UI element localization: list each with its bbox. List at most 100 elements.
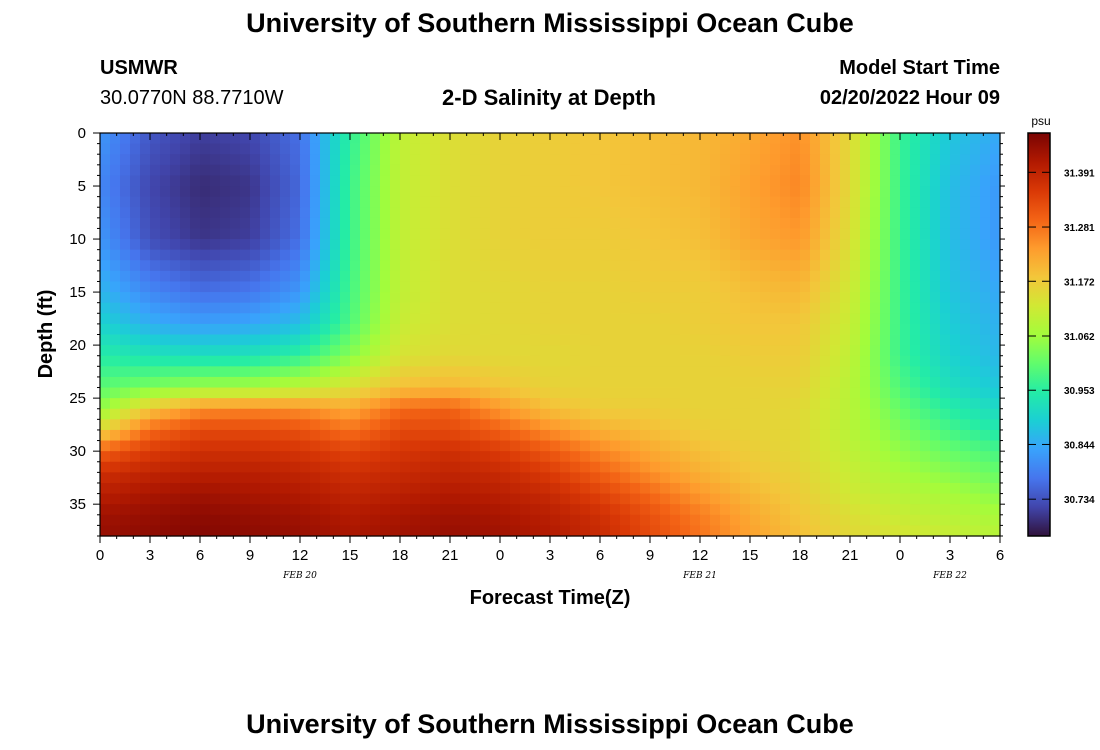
heatmap-cell <box>140 217 151 230</box>
heatmap-cell <box>110 207 121 219</box>
heatmap-cell <box>190 313 201 325</box>
heatmap-cell <box>970 239 981 251</box>
heatmap-cell <box>610 323 621 336</box>
heatmap-cell <box>950 334 961 346</box>
heatmap-cell <box>160 504 171 516</box>
heatmap-cell <box>630 164 641 177</box>
heatmap-cell <box>410 154 421 166</box>
heatmap-cell <box>160 260 171 272</box>
heatmap-cell <box>950 175 961 187</box>
heatmap-cell <box>240 260 251 272</box>
heatmap-cell <box>710 525 721 537</box>
heatmap-cell <box>430 461 441 473</box>
heatmap-cell <box>540 514 551 526</box>
heatmap-cell <box>220 398 231 410</box>
heatmap-cell <box>370 143 381 155</box>
heatmap-cell <box>420 260 431 272</box>
heatmap-cell <box>190 482 201 495</box>
heatmap-cell <box>650 440 661 452</box>
heatmap-cell <box>690 207 701 219</box>
heatmap-cell <box>830 451 841 463</box>
heatmap-cell <box>290 239 301 251</box>
heatmap-cell <box>850 260 861 272</box>
heatmap-cell <box>910 504 921 516</box>
heatmap-cell <box>980 292 991 304</box>
heatmap-cell <box>190 376 201 389</box>
heatmap-cell <box>750 270 761 283</box>
heatmap-cell <box>610 154 621 166</box>
heatmap-cell <box>670 323 681 336</box>
heatmap-cell <box>710 228 721 240</box>
heatmap-cell <box>260 228 271 240</box>
heatmap-cell <box>910 482 921 495</box>
heatmap-cell <box>600 175 611 187</box>
heatmap-cell <box>970 260 981 272</box>
heatmap-cell <box>290 419 301 431</box>
heatmap-cell <box>460 260 471 272</box>
heatmap-cell <box>530 186 541 198</box>
heatmap-cell <box>370 525 381 537</box>
heatmap-cell <box>770 514 781 526</box>
heatmap-cell <box>550 270 561 283</box>
heatmap-cell <box>630 451 641 463</box>
heatmap-cell <box>230 451 241 463</box>
heatmap-cell <box>410 228 421 240</box>
heatmap-cell <box>990 270 1001 283</box>
heatmap-cell <box>680 217 691 230</box>
heatmap-cell <box>330 239 341 251</box>
heatmap-cell <box>270 186 281 198</box>
heatmap-cell <box>880 196 891 208</box>
heatmap-cell <box>180 217 191 230</box>
heatmap-cell <box>940 525 951 537</box>
heatmap-cell <box>540 355 551 367</box>
heatmap-cell <box>900 323 911 336</box>
heatmap-cell <box>950 429 961 442</box>
heatmap-cell <box>210 292 221 304</box>
heatmap-cell <box>950 302 961 314</box>
heatmap-cell <box>780 451 791 463</box>
heatmap-cell <box>700 196 711 208</box>
heatmap-cell <box>110 355 121 367</box>
heatmap-cell <box>160 419 171 431</box>
heatmap-cell <box>650 387 661 399</box>
heatmap-cell <box>350 323 361 336</box>
heatmap-cell <box>570 419 581 431</box>
heatmap-cell <box>950 472 961 484</box>
heatmap-cell <box>230 504 241 516</box>
heatmap-cell <box>770 196 781 208</box>
heatmap-cell <box>240 143 251 155</box>
heatmap-cell <box>170 525 181 537</box>
heatmap-cell <box>140 164 151 177</box>
heatmap-cell <box>250 387 261 399</box>
heatmap-cell <box>280 408 291 420</box>
heatmap-cell <box>220 376 231 389</box>
heatmap-cell <box>500 175 511 187</box>
heatmap-cell <box>780 217 791 230</box>
heatmap-cell <box>100 514 111 526</box>
heatmap-cell <box>880 461 891 473</box>
heatmap-cell <box>930 493 941 505</box>
heatmap-cell <box>360 302 371 314</box>
heatmap-cell <box>420 175 431 187</box>
heatmap-cell <box>300 461 311 473</box>
heatmap-cell <box>840 398 851 410</box>
heatmap-cell <box>970 186 981 198</box>
heatmap-cell <box>220 334 231 346</box>
heatmap-cell <box>890 482 901 495</box>
heatmap-cell <box>330 355 341 367</box>
heatmap-cell <box>450 419 461 431</box>
heatmap-cell <box>620 133 631 145</box>
heatmap-cell <box>820 323 831 336</box>
heatmap-cell <box>460 398 471 410</box>
heatmap-cell <box>610 207 621 219</box>
heatmap-cell <box>820 493 831 505</box>
heatmap-cell <box>100 440 111 452</box>
heatmap-cell <box>660 429 671 442</box>
heatmap-cell <box>930 217 941 230</box>
heatmap-cell <box>900 217 911 230</box>
heatmap-cell <box>860 164 871 177</box>
heatmap-cell <box>260 292 271 304</box>
heatmap-cell <box>600 419 611 431</box>
heatmap-cell <box>920 270 931 283</box>
heatmap-cell <box>230 249 241 261</box>
